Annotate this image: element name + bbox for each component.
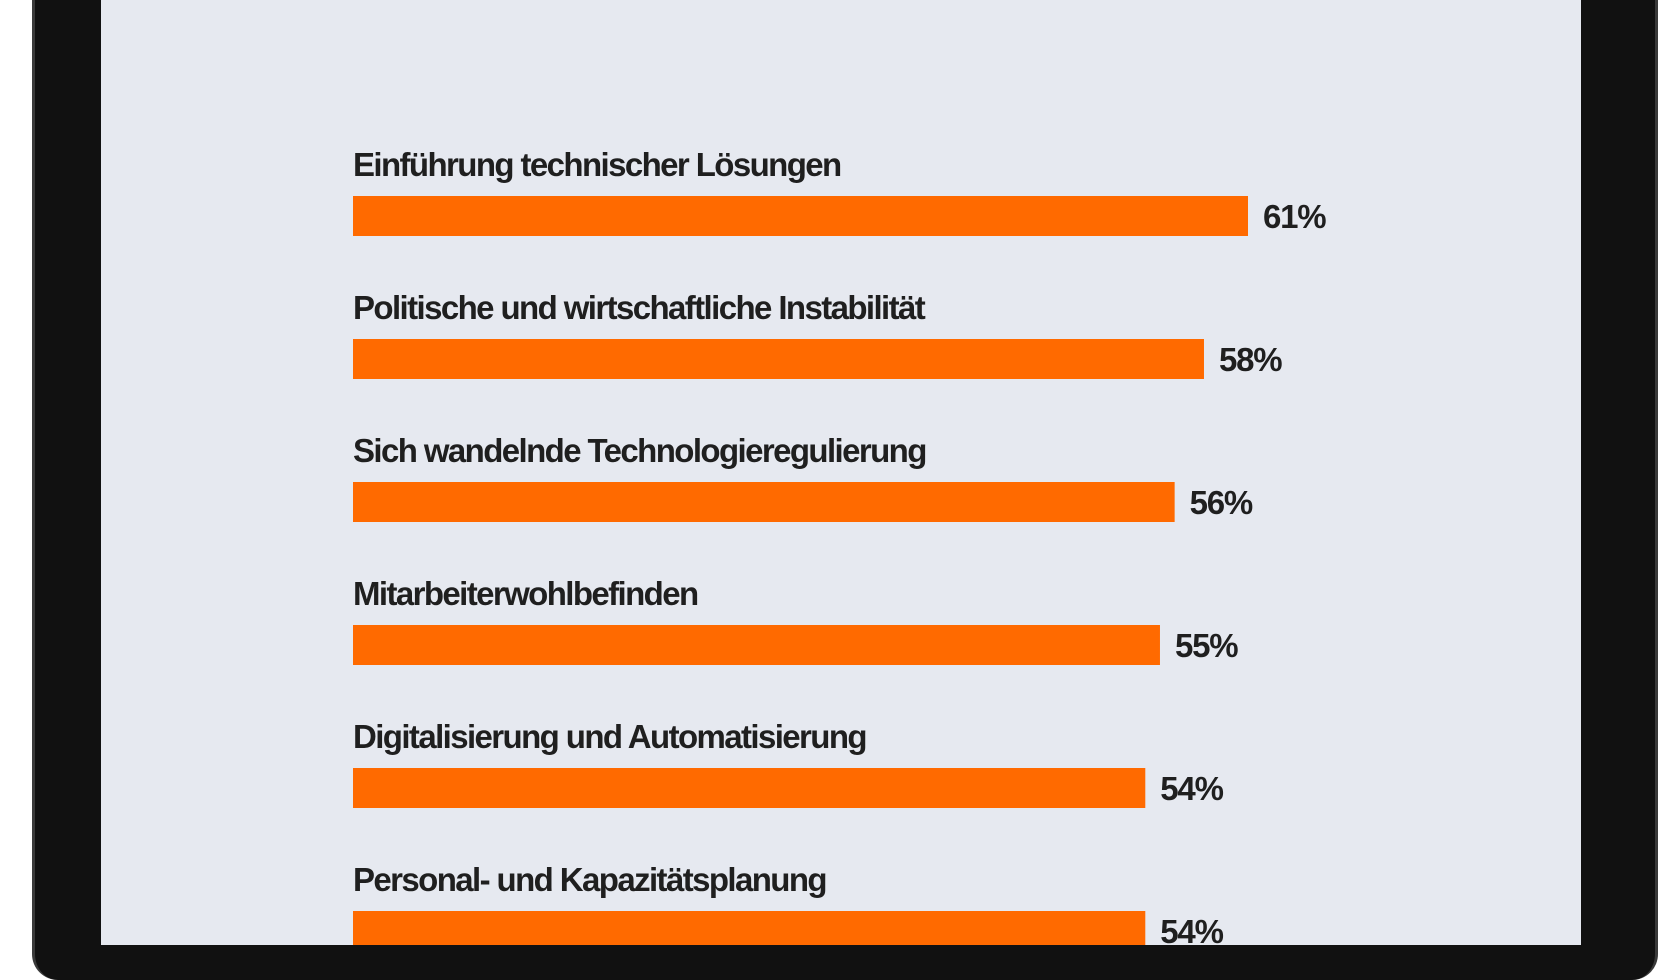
category-label: Einführung technischer Lösungen [353,146,841,183]
value-label: 56% [1190,484,1253,521]
bar [353,768,1146,808]
category-label: Mitarbeiterwohlbefinden [353,575,698,612]
bar [353,482,1175,522]
bar [353,196,1248,236]
category-label: Politische und wirtschaftliche Instabili… [353,289,926,326]
category-label: Sich wandelnde Technologieregulierung [353,432,926,469]
bar-chart: Einführung technischer Lösungen 61% Politi… [353,146,1328,945]
value-label: 55% [1175,627,1238,664]
bar [353,339,1204,379]
value-label: 54% [1160,913,1223,945]
value-label: 58% [1219,341,1282,378]
value-label: 54% [1160,770,1223,807]
bar [353,625,1160,665]
value-label: 61% [1263,198,1326,235]
chart-screen: Einführung technischer Lösungen 61% Politi… [101,0,1581,945]
bar [353,911,1146,945]
category-label: Personal- und Kapazitätsplanung [353,861,826,898]
category-label: Digitalisierung und Automatisierung [353,718,866,755]
